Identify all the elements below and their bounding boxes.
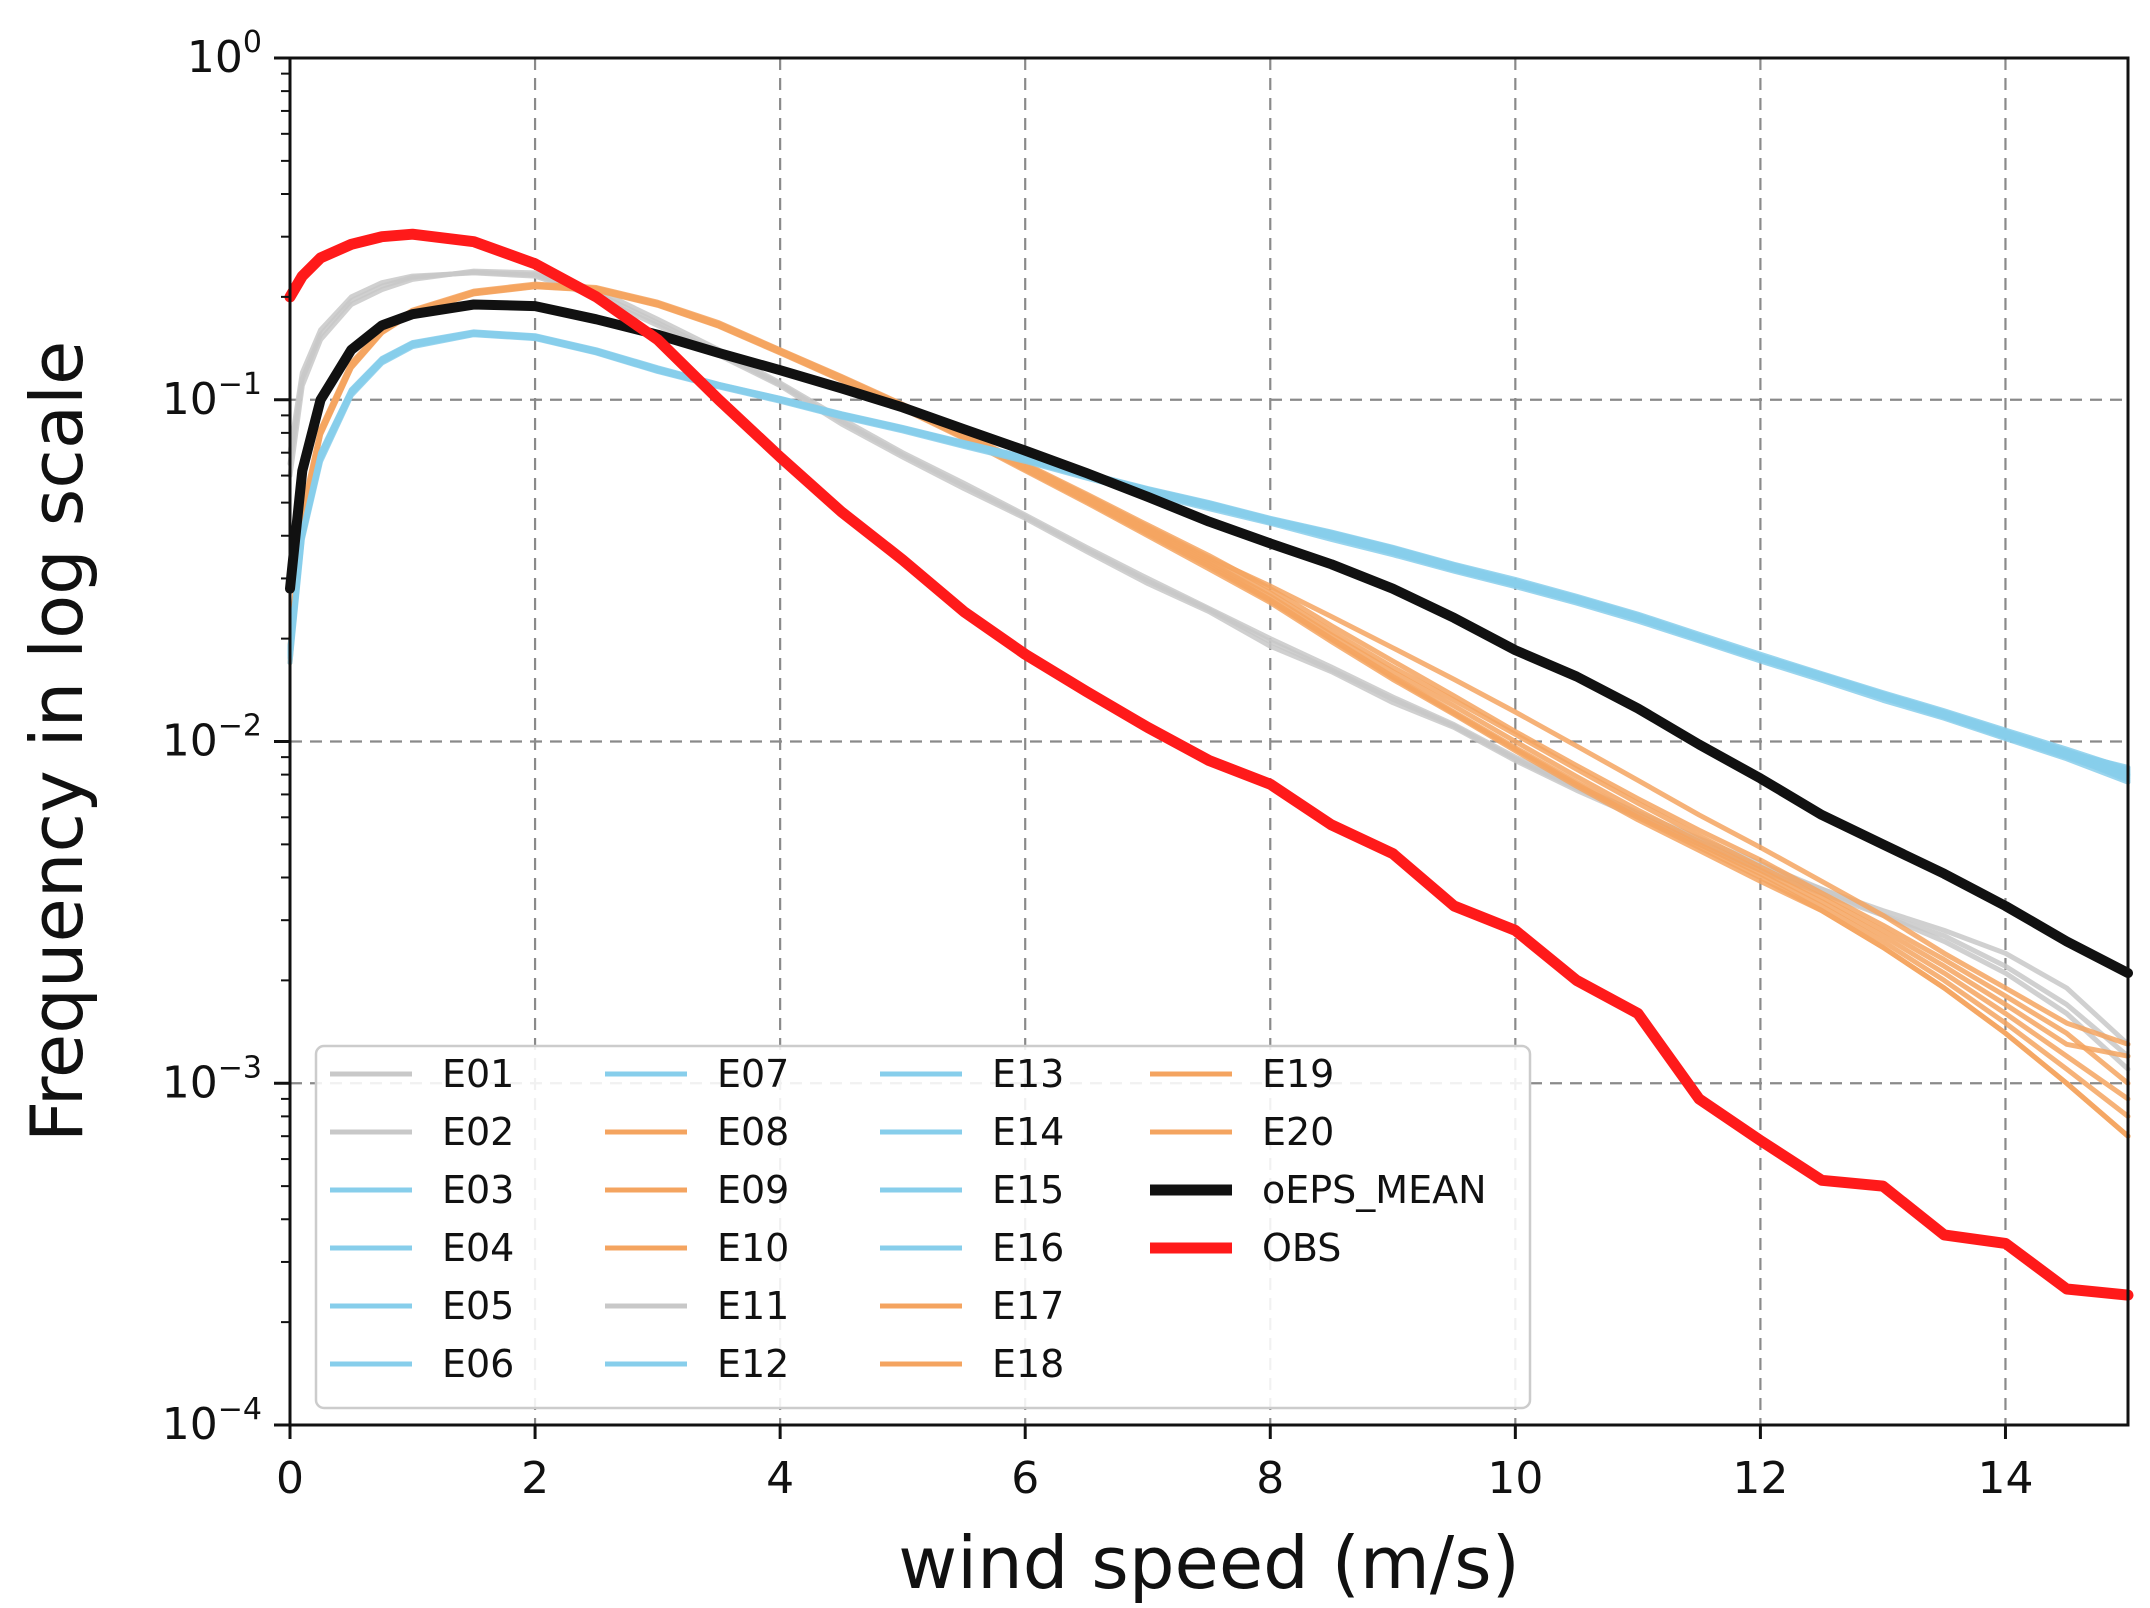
y-tick-exponent: −4 bbox=[218, 1392, 262, 1427]
legend-label-E15: E15 bbox=[992, 1168, 1064, 1212]
x-axis-title: wind speed (m/s) bbox=[898, 1521, 1520, 1605]
x-tick-label: 10 bbox=[1487, 1453, 1543, 1504]
legend-label-E19: E19 bbox=[1262, 1052, 1334, 1096]
legend-label-E04: E04 bbox=[442, 1226, 514, 1270]
series-line-E19 bbox=[287, 284, 2131, 1139]
y-tick-label: 100 bbox=[187, 25, 262, 83]
x-tick-label: 0 bbox=[276, 1453, 304, 1504]
legend-label-E14: E14 bbox=[992, 1110, 1064, 1154]
x-tick-label: 14 bbox=[1977, 1453, 2033, 1504]
series-line-E11 bbox=[287, 269, 2131, 1059]
legend-box bbox=[314, 1044, 1532, 1410]
y-tick-label: 10−4 bbox=[162, 1392, 262, 1450]
legend-label-E07: E07 bbox=[717, 1052, 789, 1096]
y-tick-label: 10−3 bbox=[162, 1050, 262, 1108]
legend-label-E01: E01 bbox=[442, 1052, 514, 1096]
legend-label-E06: E06 bbox=[442, 1342, 514, 1386]
y-tick-exponent: −1 bbox=[218, 367, 262, 402]
y-tick-exponent: −3 bbox=[218, 1050, 262, 1085]
legend-label-E18: E18 bbox=[992, 1342, 1064, 1386]
legend-label-E09: E09 bbox=[717, 1168, 789, 1212]
legend-label-E03: E03 bbox=[442, 1168, 514, 1212]
series-line-E20 bbox=[287, 283, 2131, 1102]
series-line-E10 bbox=[287, 284, 2131, 1139]
series-line-E13 bbox=[287, 329, 2131, 774]
legend-label-E16: E16 bbox=[992, 1226, 1064, 1270]
y-axis-title: Frequency in log scale bbox=[15, 341, 99, 1143]
y-tick-label: 10−2 bbox=[162, 709, 262, 767]
legend-label-oEPS_MEAN: oEPS_MEAN bbox=[1262, 1168, 1487, 1212]
series-lines bbox=[284, 228, 2134, 1301]
x-tick-label: 8 bbox=[1256, 1453, 1284, 1504]
legend-label-E08: E08 bbox=[717, 1110, 789, 1154]
y-tick-exponent: −2 bbox=[218, 709, 262, 744]
legend-label-E20: E20 bbox=[1262, 1110, 1334, 1154]
y-tick-base: 10 bbox=[162, 1399, 218, 1450]
y-tick-base: 10 bbox=[162, 374, 218, 425]
series-line-E04 bbox=[287, 329, 2131, 772]
y-tick-label: 10−1 bbox=[162, 367, 262, 425]
series-line-E01 bbox=[287, 270, 2131, 1072]
y-tick-base: 10 bbox=[162, 1057, 218, 1108]
legend-label-E17: E17 bbox=[992, 1284, 1064, 1328]
legend-label-E11: E11 bbox=[717, 1284, 789, 1328]
series-line-OBS bbox=[284, 228, 2134, 1301]
legend-label-E02: E02 bbox=[442, 1110, 514, 1154]
series-line-E08 bbox=[287, 283, 2131, 1119]
y-tick-base: 10 bbox=[162, 716, 218, 767]
legend-label-E12: E12 bbox=[717, 1342, 789, 1386]
x-tick-label: 2 bbox=[521, 1453, 549, 1504]
series-line-oEPS_MEAN bbox=[285, 299, 2133, 979]
legend-label-E05: E05 bbox=[442, 1284, 514, 1328]
x-tick-label: 12 bbox=[1732, 1453, 1788, 1504]
legend: E01 E02 E03 E04 E05 E06 E07 E08 E09 E10 E11 E12 E13 E… bbox=[314, 1044, 1532, 1410]
y-tick-base: 10 bbox=[187, 32, 243, 83]
legend-label-E10: E10 bbox=[717, 1226, 789, 1270]
x-tick-label: 4 bbox=[766, 1453, 794, 1504]
x-tick-label: 6 bbox=[1011, 1453, 1039, 1504]
series-line-E15 bbox=[287, 330, 2131, 770]
y-tick-exponent: 0 bbox=[243, 25, 262, 60]
legend-label-OBS: OBS bbox=[1262, 1226, 1341, 1270]
legend-label-E13: E13 bbox=[992, 1052, 1064, 1096]
